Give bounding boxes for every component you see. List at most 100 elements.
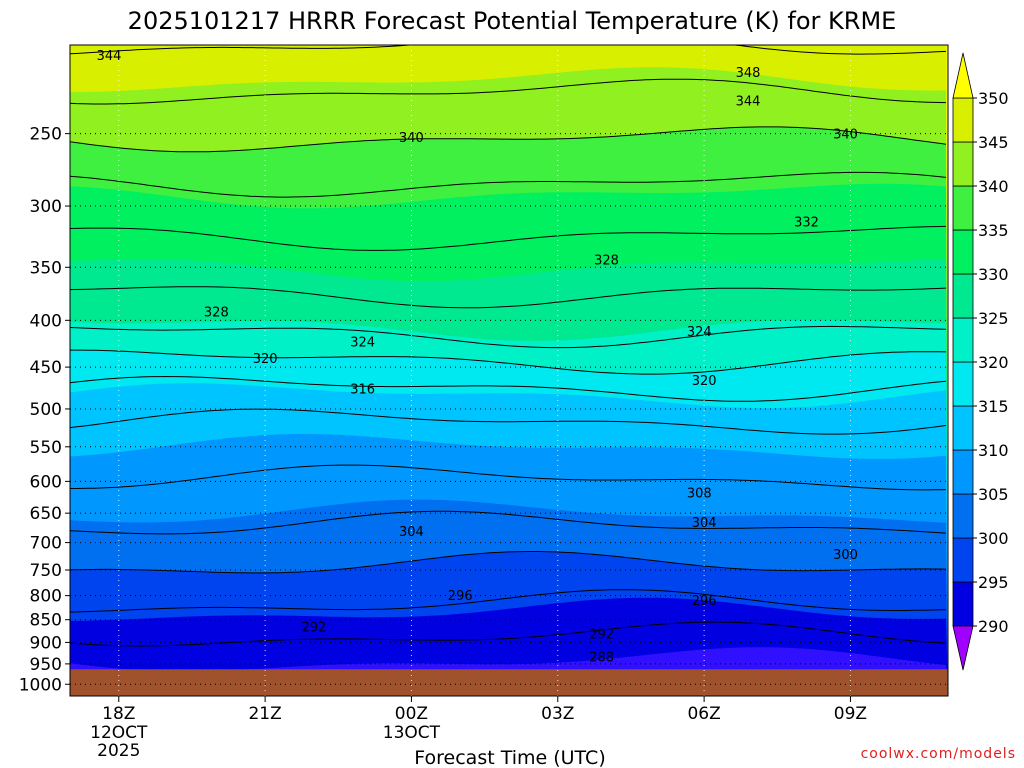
contour-label: 304 bbox=[399, 525, 424, 540]
contour-292 bbox=[70, 621, 947, 647]
contour-label: 328 bbox=[594, 253, 619, 268]
y-tick-label: 800 bbox=[30, 587, 62, 607]
contour-label: 292 bbox=[589, 627, 614, 642]
x-tick-label: 09Z bbox=[834, 704, 867, 724]
contour-label: 300 bbox=[833, 548, 858, 563]
y-tick-label: 650 bbox=[30, 504, 62, 524]
contour-324 bbox=[70, 325, 947, 349]
colorbar-segment bbox=[952, 317, 974, 363]
y-tick-label: 300 bbox=[30, 197, 62, 217]
colorbar-label: 330 bbox=[978, 265, 1009, 284]
contour-label: 348 bbox=[736, 66, 761, 81]
contour-316 bbox=[70, 375, 947, 402]
contour-308 bbox=[70, 464, 947, 491]
contour-300 bbox=[70, 551, 947, 574]
colorbar-label: 315 bbox=[978, 397, 1009, 416]
x-axis-label: Forecast Time (UTC) bbox=[414, 747, 605, 768]
colorbar-bottom-arrow bbox=[952, 625, 974, 671]
colorbar-label: 350 bbox=[978, 89, 1009, 108]
contour-label: 344 bbox=[97, 49, 122, 64]
colorbar-label: 295 bbox=[978, 573, 1009, 592]
x-tick-date: 13OCT bbox=[383, 723, 441, 743]
colorbar-segment bbox=[952, 405, 974, 451]
colorbar-segment bbox=[952, 97, 974, 143]
contour-label: 316 bbox=[350, 383, 375, 398]
band-285 bbox=[70, 696, 948, 734]
x-tick-label: 06Z bbox=[687, 704, 720, 724]
contour-label: 332 bbox=[794, 216, 819, 231]
colorbar-segment bbox=[952, 229, 974, 275]
colorbar-label: 310 bbox=[978, 441, 1009, 460]
colorbar-segment bbox=[952, 537, 974, 583]
y-tick-label: 750 bbox=[30, 561, 62, 581]
x-tick-label: 21Z bbox=[248, 704, 281, 724]
colorbar-label: 290 bbox=[978, 617, 1009, 636]
contour-296 bbox=[70, 589, 947, 613]
y-tick-label: 950 bbox=[30, 655, 62, 675]
x-tick-label: 00Z bbox=[395, 704, 428, 724]
colorbar-label: 325 bbox=[978, 309, 1009, 328]
contour-label: 308 bbox=[687, 486, 712, 501]
colorbar-label: 305 bbox=[978, 485, 1009, 504]
colorbar-segment bbox=[952, 273, 974, 319]
contour-348 bbox=[70, 45, 947, 55]
y-tick-label: 600 bbox=[30, 472, 62, 492]
contour-340 bbox=[70, 126, 947, 153]
contour-label: 304 bbox=[692, 516, 717, 531]
y-tick-label: 250 bbox=[30, 125, 62, 145]
contour-312 bbox=[70, 408, 947, 435]
y-tick-label: 550 bbox=[30, 438, 62, 458]
contour-label: 344 bbox=[736, 95, 761, 110]
y-tick-label: 1000 bbox=[19, 675, 62, 695]
colorbar-top-arrow bbox=[952, 52, 974, 99]
y-tick-label: 400 bbox=[30, 311, 62, 331]
contour-304 bbox=[70, 510, 947, 535]
contour-label: 288 bbox=[589, 651, 614, 666]
colorbar-label: 340 bbox=[978, 177, 1009, 196]
colorbar-segment bbox=[952, 361, 974, 407]
y-tick-label: 500 bbox=[30, 400, 62, 420]
contour-label: 320 bbox=[253, 352, 278, 367]
contour-344 bbox=[70, 78, 947, 105]
contour-288 bbox=[70, 709, 946, 734]
y-tick-label: 850 bbox=[30, 611, 62, 631]
colorbar-segment bbox=[952, 581, 974, 627]
colorbar-label: 345 bbox=[978, 133, 1009, 152]
y-tick-label: 700 bbox=[30, 534, 62, 554]
colorbar-label: 335 bbox=[978, 221, 1009, 240]
y-tick-label: 900 bbox=[30, 633, 62, 653]
contour-labels: 344 348 344 340 340 332 328 328 324 324 320 320 316 3… bbox=[97, 49, 858, 666]
y-axis: 2503003504004505005506006507007508008509… bbox=[19, 125, 70, 695]
contour-label: 324 bbox=[687, 325, 712, 340]
contour-336 bbox=[70, 171, 947, 198]
y-tick-label: 350 bbox=[30, 258, 62, 278]
contour-label: 296 bbox=[448, 589, 473, 604]
credit-link[interactable]: coolwx.com/models bbox=[861, 746, 1016, 762]
y-tick-label: 450 bbox=[30, 358, 62, 378]
contour-label: 340 bbox=[833, 128, 858, 143]
colorbar-label: 320 bbox=[978, 353, 1009, 372]
contour-label: 340 bbox=[399, 131, 424, 146]
colorbar-segment bbox=[952, 185, 974, 231]
chart-title: 2025101217 HRRR Forecast Potential Tempe… bbox=[128, 7, 897, 35]
colorbar-label: 300 bbox=[978, 529, 1009, 548]
terrain-fill bbox=[70, 669, 948, 696]
contour-332 bbox=[70, 225, 947, 251]
x-tick-label: 03Z bbox=[541, 704, 574, 724]
colorbar: 290 295 300 305 310 315 320 325 330 335 340 345 350 bbox=[952, 52, 1009, 671]
x-tick-label: 18Z bbox=[102, 704, 135, 724]
colorbar-segment bbox=[952, 141, 974, 187]
contour-label: 328 bbox=[204, 305, 229, 320]
colorbar-segment bbox=[952, 493, 974, 539]
contour-320 bbox=[70, 349, 947, 375]
plot-frame bbox=[69, 44, 949, 697]
colorbar-segment bbox=[952, 449, 974, 495]
contour-label: 324 bbox=[350, 336, 375, 351]
contour-label: 296 bbox=[692, 594, 717, 609]
grid-lines bbox=[70, 45, 948, 696]
contour-label: 320 bbox=[692, 374, 717, 389]
contour-lines bbox=[70, 45, 947, 734]
x-tick-year: 2025 bbox=[97, 741, 140, 761]
